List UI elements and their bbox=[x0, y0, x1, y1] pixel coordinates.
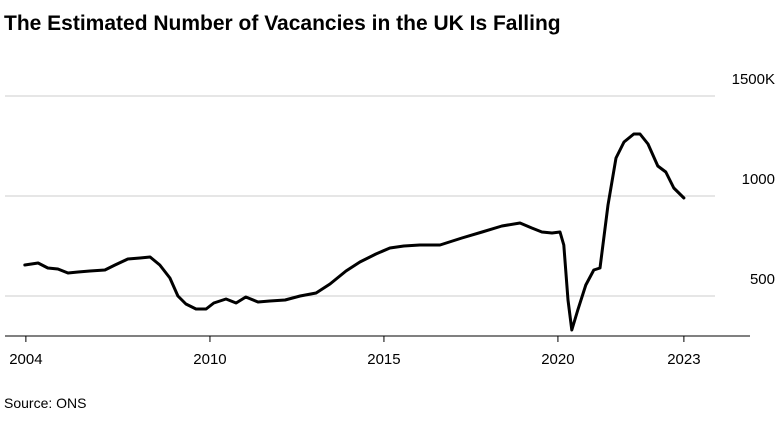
chart-title: The Estimated Number of Vacancies in the… bbox=[4, 12, 561, 35]
x-tick-label: 2010 bbox=[193, 351, 226, 368]
data-line bbox=[23, 132, 686, 332]
x-tick-label: 2015 bbox=[367, 351, 400, 368]
y-tick-label: 1500K bbox=[732, 71, 775, 88]
x-tick-label: 2020 bbox=[541, 351, 574, 368]
x-tick-label: 2004 bbox=[9, 351, 42, 368]
y-tick-label: 500 bbox=[750, 271, 775, 288]
x-tick-label: 2023 bbox=[667, 351, 700, 368]
source: Source: ONS bbox=[4, 395, 86, 411]
y-tick-label: 1000 bbox=[742, 171, 775, 188]
